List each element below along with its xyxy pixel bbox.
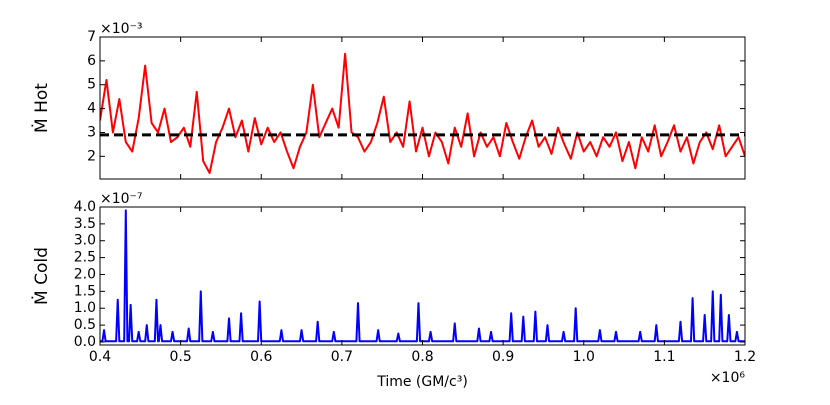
data-line	[100, 52, 745, 175]
y-tick-label: 0.5	[74, 317, 96, 333]
y-tick-label: 2.5	[74, 250, 96, 266]
y-tick-label: 2	[87, 148, 96, 164]
y-tick-label: 2.0	[74, 266, 96, 282]
axes-frame	[99, 206, 746, 346]
x-tick-label: 1.1	[653, 349, 675, 365]
x-axis-label: Time (GM/c³)	[376, 374, 468, 390]
y-tick-label: 3.5	[74, 216, 96, 232]
axes-frame	[99, 36, 746, 180]
x-tick-label: 0.4	[89, 349, 111, 365]
y-tick-label: 1.0	[74, 300, 96, 316]
x-offset: ×10⁶	[710, 370, 746, 386]
y-tick-label: 4	[87, 101, 96, 117]
y-tick-label: 0.0	[74, 334, 96, 350]
x-tick-label: 0.6	[250, 349, 272, 365]
x-tick-label: 1.0	[573, 349, 595, 365]
data-line	[100, 209, 745, 343]
y-offset: ×10⁻³	[100, 21, 143, 37]
x-tick-label: 0.9	[492, 349, 514, 365]
x-tick-label: 0.7	[331, 349, 353, 365]
y-tick-label: 4.0	[74, 199, 96, 215]
y-tick-label: 3.0	[74, 233, 96, 249]
x-tick-label: 0.8	[411, 349, 433, 365]
y-tick-label: 5	[87, 77, 96, 93]
x-tick-label: 0.5	[169, 349, 191, 365]
y-offset: ×10⁻⁷	[100, 191, 143, 207]
y-tick-label: 3	[87, 124, 96, 140]
x-tick-label: 1.2	[734, 349, 756, 365]
y-axis-label: Ṁ Hot	[31, 83, 52, 133]
y-tick-label: 6	[87, 53, 96, 69]
y-tick-label: 1.5	[74, 283, 96, 299]
y-tick-label: 7	[87, 29, 96, 45]
y-axis-label: Ṁ Cold	[31, 247, 52, 305]
